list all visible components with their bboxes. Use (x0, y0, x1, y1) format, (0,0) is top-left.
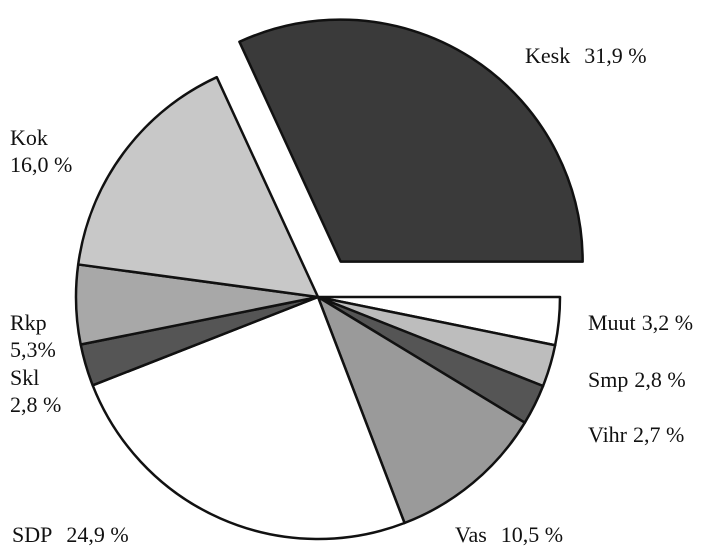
slice-name: Skl (10, 365, 39, 390)
slice-value-label: 2,8 % (634, 367, 685, 392)
slice-name: Rkp (10, 310, 47, 335)
slice-value-label: 10,5 % (501, 522, 563, 547)
slice-label: Vihr 2,7 % (588, 422, 684, 447)
slice-value-label: 31,9 % (584, 43, 646, 68)
slice-label: SDP 24,9 % (12, 522, 129, 547)
slice-label: Rkp 5,3% (10, 310, 56, 362)
slice-name: Kok (10, 125, 48, 150)
slice-name: Vihr (588, 422, 628, 447)
pie-slice (91, 295, 406, 541)
slice-name: Kesk (525, 43, 570, 68)
slice-value-label: 2,7 % (633, 422, 684, 447)
slice-value-label: 16,0 % (10, 152, 72, 177)
slice-label: Muut 3,2 % (588, 310, 693, 335)
slice-name: Smp (588, 367, 628, 392)
pie-slice (76, 75, 320, 299)
slice-label: Skl 2,8 % (10, 365, 61, 417)
pie-slice (238, 18, 584, 263)
slice-name: Vas (455, 522, 487, 547)
slice-value-label: 5,3% (10, 337, 56, 362)
slice-label: Kok 16,0 % (10, 125, 72, 177)
slice-value-label: 24,9 % (66, 522, 128, 547)
slice-label: Kesk 31,9 % (525, 43, 647, 68)
slice-label: Vas 10,5 % (455, 522, 563, 547)
pie-slice (316, 295, 527, 525)
slice-name: SDP (12, 522, 52, 547)
slice-name: Muut (588, 310, 636, 335)
slice-value-label: 2,8 % (10, 392, 61, 417)
slice-value-label: 3,2 % (642, 310, 693, 335)
slice-label: Smp 2,8 % (588, 367, 686, 392)
